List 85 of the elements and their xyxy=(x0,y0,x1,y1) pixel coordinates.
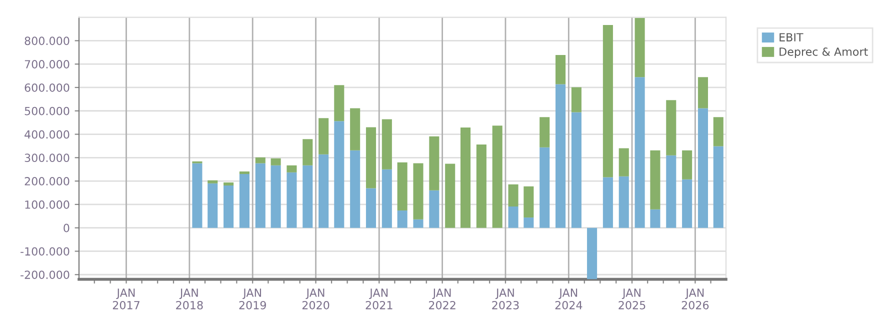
y-tick-label: 300.000 xyxy=(24,154,70,162)
bar xyxy=(255,157,266,164)
y-tick-label: 200.000 xyxy=(24,177,70,186)
bar xyxy=(682,150,692,180)
y-tick-label: 100.000 xyxy=(25,200,70,209)
bar xyxy=(302,165,313,228)
legend-label: EBIT xyxy=(780,33,804,42)
bar xyxy=(413,219,424,228)
bar xyxy=(208,183,218,228)
bar xyxy=(698,77,708,108)
bar xyxy=(602,25,613,178)
bar xyxy=(650,209,660,228)
x-tick-label: JAN 2021 xyxy=(366,288,392,310)
bar xyxy=(508,184,518,207)
x-tick-label: JAN 2026 xyxy=(682,288,709,310)
bar xyxy=(618,148,629,176)
bar xyxy=(556,84,566,228)
y-tick-label: 700.000 xyxy=(24,60,70,68)
bar xyxy=(460,127,471,228)
bar xyxy=(445,164,456,228)
bar xyxy=(224,185,234,228)
bar xyxy=(682,179,692,228)
y-tick-label: 400.000 xyxy=(24,130,70,139)
bar xyxy=(397,210,408,228)
y-tick-label: 500.000 xyxy=(24,106,70,116)
x-tick-label: JAN 2020 xyxy=(302,288,330,310)
bar xyxy=(634,77,645,228)
x-tick-label: JAN 2023 xyxy=(492,288,519,310)
x-tick-label: JAN 2019 xyxy=(239,288,266,310)
bar xyxy=(366,127,376,188)
bar xyxy=(540,147,550,228)
bar xyxy=(318,154,329,228)
bar xyxy=(476,144,486,228)
bar xyxy=(239,174,250,228)
bar xyxy=(302,139,313,166)
bar xyxy=(429,136,440,190)
bar xyxy=(224,182,234,186)
bar xyxy=(350,108,360,150)
x-tick-label: JAN 2018 xyxy=(176,288,203,310)
bar xyxy=(382,119,392,170)
bar xyxy=(618,176,629,228)
bar xyxy=(650,150,660,210)
bar xyxy=(334,85,344,122)
bar xyxy=(366,188,376,228)
bar xyxy=(382,169,392,228)
bar xyxy=(556,54,566,84)
bar xyxy=(634,18,645,78)
bar xyxy=(334,121,344,228)
x-tick-label: JAN 2025 xyxy=(618,288,646,310)
x-tick-label: JAN 2024 xyxy=(555,288,582,310)
bar xyxy=(286,165,297,172)
bar xyxy=(208,180,218,184)
bar xyxy=(571,112,582,228)
y-tick-label: 600.000 xyxy=(24,83,70,92)
bar xyxy=(239,171,250,174)
bar xyxy=(350,150,360,228)
bar xyxy=(713,146,724,228)
bar xyxy=(508,206,518,228)
bar xyxy=(666,155,676,228)
bar xyxy=(318,118,329,154)
y-tick-label: 800.000 xyxy=(24,36,70,46)
bar xyxy=(429,190,440,228)
bar xyxy=(571,87,582,112)
bar xyxy=(192,163,202,228)
legend-label: Deprec & Amort xyxy=(780,47,868,58)
bar xyxy=(713,117,724,146)
y-tick-label: 0 xyxy=(64,224,70,232)
bar xyxy=(492,126,502,228)
bar xyxy=(270,165,281,228)
y-tick-label: -200.000 xyxy=(20,270,70,279)
bar xyxy=(524,218,534,228)
bar xyxy=(587,228,598,280)
bar xyxy=(602,177,613,228)
bar xyxy=(255,163,266,228)
bar xyxy=(698,108,708,228)
bar xyxy=(413,163,424,220)
bar xyxy=(524,186,534,218)
bar xyxy=(540,117,550,148)
bar xyxy=(286,172,297,228)
x-tick-label: JAN 2022 xyxy=(428,288,456,310)
bar xyxy=(270,158,281,166)
y-tick-label: -100.000 xyxy=(20,247,70,256)
x-tick-label: JAN 2017 xyxy=(112,288,140,310)
bar xyxy=(666,100,676,156)
bar xyxy=(397,162,408,211)
